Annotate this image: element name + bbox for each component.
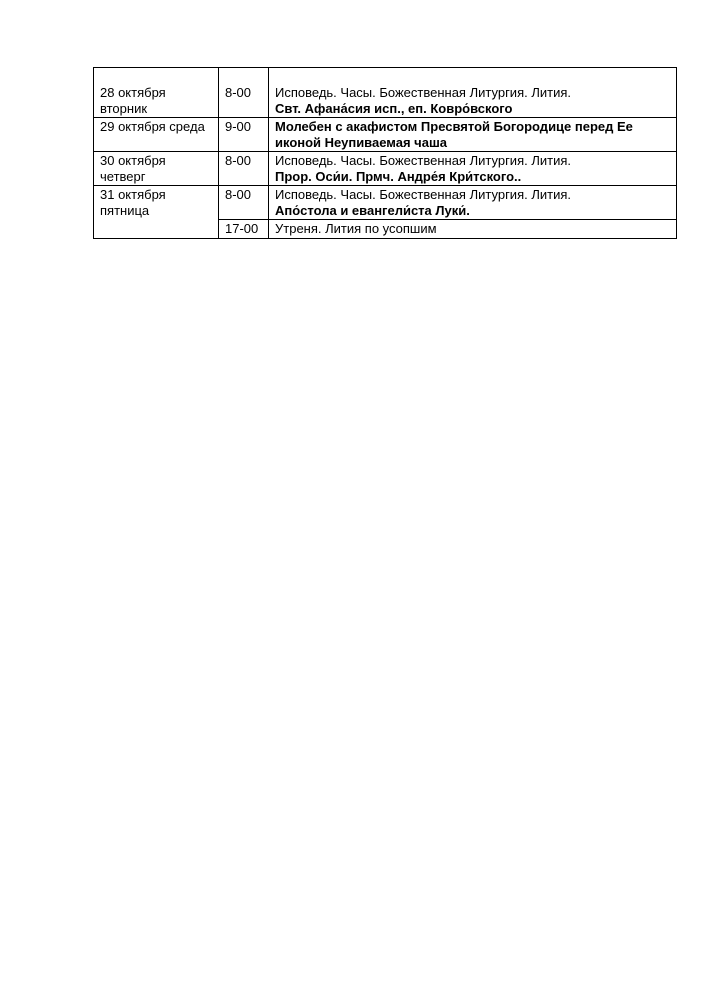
table-row: 29 октября среда 9-00 Молебен с акафисто… (93, 117, 677, 152)
service-line: Исповедь. Часы. Божественная Литургия. Л… (275, 85, 571, 100)
date-cell: 31 октября пятница (93, 185, 219, 239)
time-cell: 17-00 (218, 219, 269, 239)
service-cell: Молебен с акафистом Пресвятой Богородице… (268, 117, 677, 152)
date-cell: 30 октября четверг (93, 151, 219, 186)
service-line: иконой Неупиваемая чаша (275, 134, 448, 150)
service-schedule-table: 28 октября вторник 8-00 Исповедь. Часы. … (93, 67, 677, 239)
service-line: Утреня. Лития по усопшим (275, 221, 437, 236)
service-cell: Исповедь. Часы. Божественная Литургия. Л… (268, 67, 677, 118)
time-cell: 8-00 (218, 67, 269, 118)
table-row: 30 октября четверг 8-00 Исповедь. Часы. … (93, 151, 677, 186)
table-row: 28 октября вторник 8-00 Исповедь. Часы. … (93, 67, 677, 118)
feast-line: Прор. Оси́и. Прмч. Андре́я Кри́тского.. (275, 168, 522, 184)
table-row: 17-00 Утреня. Лития по усопшим (94, 219, 677, 239)
table-row: 31 октября пятница 8-00 Исповедь. Часы. … (93, 185, 677, 239)
time-cell: 8-00 (218, 151, 269, 186)
date-cell: 28 октября вторник (93, 67, 219, 118)
service-line: Исповедь. Часы. Божественная Литургия. Л… (275, 187, 571, 202)
service-cell: Исповедь. Часы. Божественная Литургия. Л… (268, 185, 677, 220)
time-cell: 8-00 (218, 185, 269, 220)
service-line: Молебен с акафистом Пресвятой Богородице… (275, 119, 633, 134)
service-line: Исповедь. Часы. Божественная Литургия. Л… (275, 153, 571, 168)
feast-line: Апо́стола и евангели́ста Луки́. (275, 202, 470, 218)
time-cell: 9-00 (218, 117, 269, 152)
service-cell: Исповедь. Часы. Божественная Литургия. Л… (268, 151, 677, 186)
service-cell: Утреня. Лития по усопшим (268, 219, 677, 239)
date-cell: 29 октября среда (93, 117, 219, 152)
feast-line: Свт. Афана́сия исп., еп. Ковро́вского (275, 100, 513, 116)
